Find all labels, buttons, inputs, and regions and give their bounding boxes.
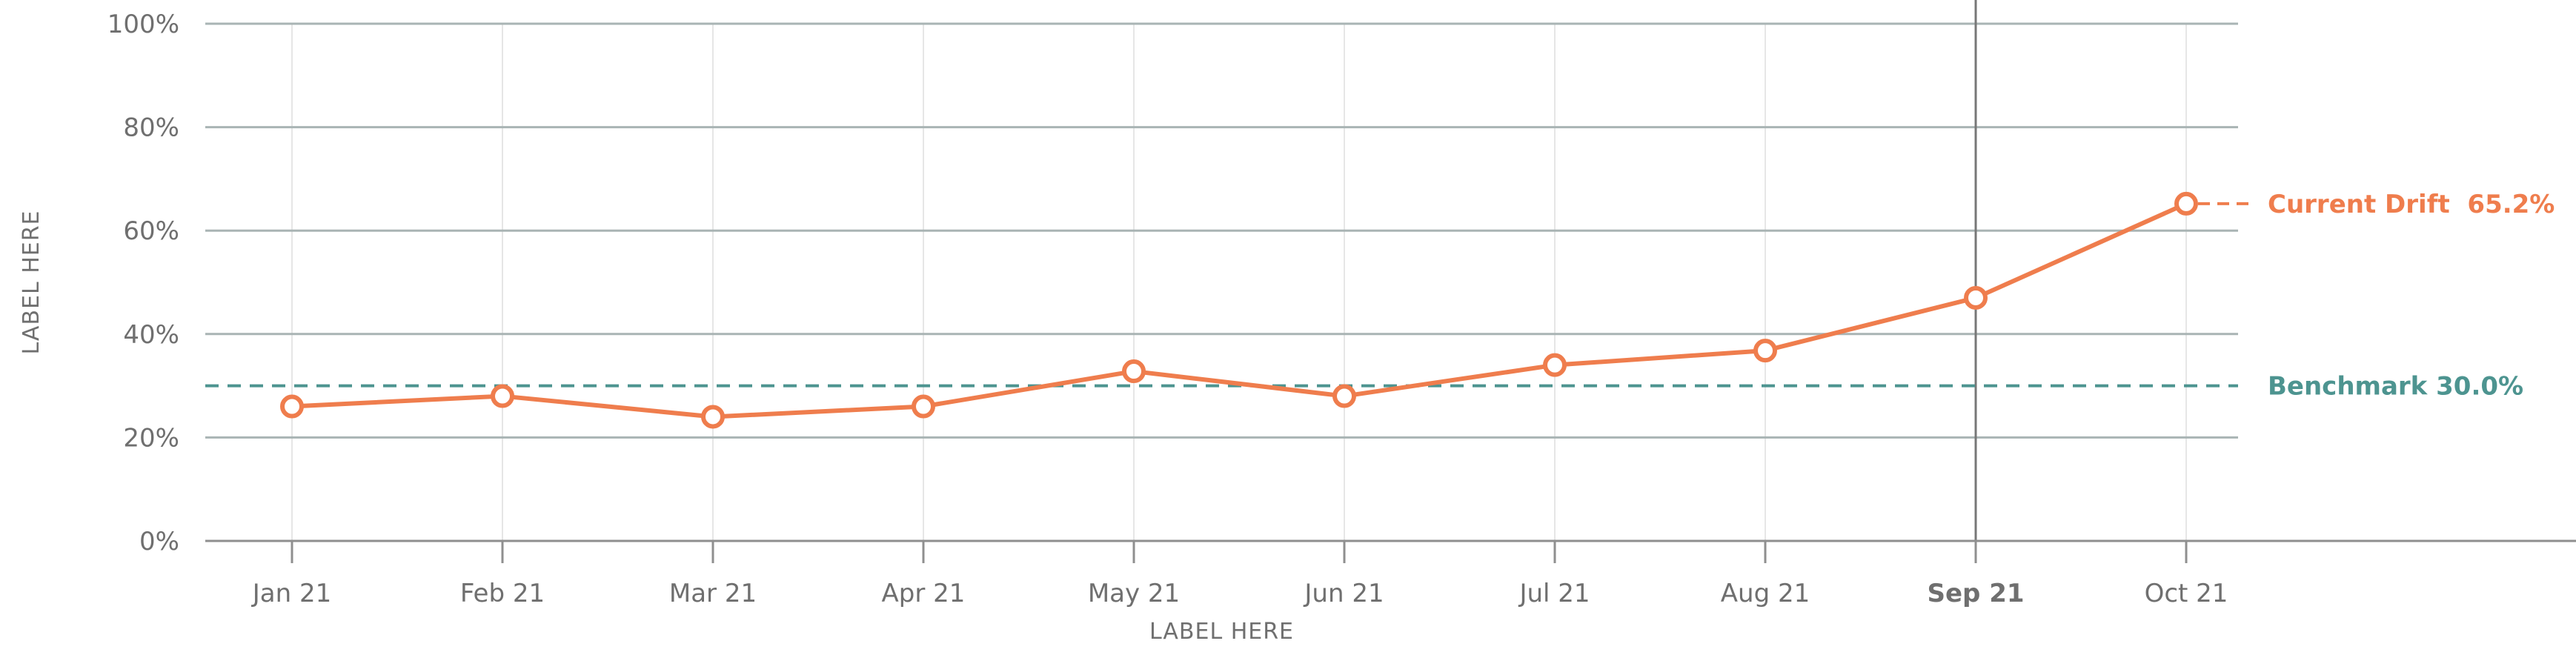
data-point [1543,353,1567,377]
data-point [1332,384,1356,408]
grid-layer [205,0,2238,541]
benchmark-label: Benchmark 30.0% [2268,372,2523,402]
data-point [2174,191,2198,216]
data-point [912,394,935,419]
x-tick-label: May 21 [1088,579,1180,608]
x-tick-label: Jan 21 [251,579,331,608]
x-axis-label: LABEL HERE [1149,619,1294,645]
label-layer: LABEL HERE LABEL HERE Benchmark 30.0% Cu… [19,190,2555,645]
axis-layer: 0% 20% 40% 60% 80% 100% Jan 21 Feb 21 Mar 21 Apr … [107,10,2576,608]
y-tick-label: 20% [123,423,179,453]
y-tick-label: 60% [123,216,179,246]
x-tick-label: Sep 21 [1927,579,2024,608]
x-tick-label: Aug 21 [1721,579,1810,608]
series-line [290,201,2188,419]
data-point [280,394,304,419]
reference-layer [205,202,2253,388]
series-layer [280,191,2198,429]
data-point [1753,339,1777,363]
x-tick-label: Jun 21 [1303,579,1384,608]
data-point [491,384,514,408]
y-axis-label: LABEL HERE [19,210,44,354]
y-tick-label: 0% [139,527,179,556]
x-tick-label: Jul 21 [1518,579,1590,608]
data-point [701,405,725,429]
x-tick-label: Feb 21 [460,579,545,608]
x-tick-label: Oct 21 [2145,579,2228,608]
data-point [1122,359,1146,384]
current-drift-label: Current Drift 65.2% [2268,190,2555,219]
data-point [1964,285,1988,310]
x-tick-label: Mar 21 [669,579,757,608]
y-tick-label: 100% [107,10,179,39]
x-tick-label: Apr 21 [882,579,966,608]
y-tick-label: 80% [123,113,179,143]
y-tick-label: 40% [123,320,179,350]
